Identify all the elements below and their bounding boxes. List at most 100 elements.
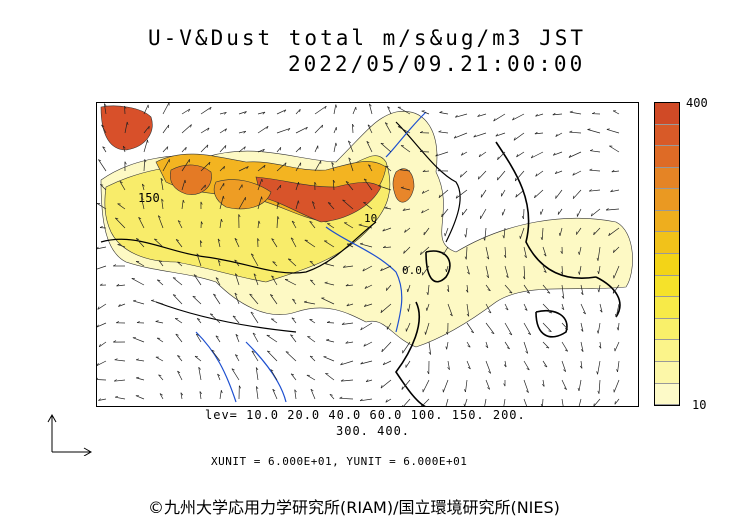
wind-vector [295,126,308,134]
wind-vector [343,265,354,268]
wind-vector-head [406,288,409,293]
wind-vector [502,208,506,216]
wind-vector-head [253,273,257,276]
wind-vector [324,240,335,248]
colorbar-max-label: 400 [686,96,708,110]
wind-vector-head [555,195,557,199]
wind-vector [368,164,373,172]
wind-vector [234,273,240,286]
wind-vector [523,379,529,393]
colorbar-step [655,383,679,406]
wind-vector [504,246,507,258]
wind-vector-head [439,111,443,113]
wind-vector-head [222,195,225,199]
wind-vector [534,189,544,199]
wind-vector [270,318,278,324]
wind-vector [231,368,240,381]
wind-vector [421,208,430,214]
wind-vector-head [142,183,145,187]
wind-vector [195,333,202,343]
wind-vector [404,227,411,233]
wind-vector-head [345,283,349,287]
wind-vector-head [569,130,573,133]
wind-vector [610,189,620,193]
wind-vector [578,379,582,391]
wind-vector [321,297,335,305]
wind-vector [136,359,145,362]
wind-vector-head [292,298,296,301]
wind-vector [460,170,468,178]
wind-vector [359,243,373,248]
wind-vector-head [288,258,292,260]
wind-vector [405,322,411,332]
wind-vector [555,132,563,137]
wind-vector-head [385,287,388,291]
wind-vector-head [534,131,538,135]
wind-vector [403,246,411,254]
wind-vector [446,341,449,350]
wind-vector-head [503,255,507,258]
wind-vector [276,202,279,210]
wind-vector [399,169,411,172]
wind-vector-head [188,108,191,112]
wind-vector-head [526,390,529,393]
wind-vector [124,106,126,115]
wind-vector-head [246,166,249,170]
wind-vector [255,367,259,381]
colorbar-step [655,103,679,125]
colorbar-step [655,146,679,168]
wind-vector-head [114,379,117,382]
wind-vector [257,148,265,153]
wind-vector-head [238,214,241,218]
wind-vector [151,300,164,305]
wind-vector [363,341,373,347]
wind-vector [405,360,411,368]
wind-vector-head [497,177,499,181]
wind-vector-head [154,238,158,241]
wind-vector [576,208,582,217]
wind-vector-head [223,112,227,115]
wind-vector-head [363,201,367,204]
wind-vector [439,112,449,115]
wind-vector [294,389,297,400]
wind-vector [217,373,221,381]
wind-vector-head [592,112,596,115]
contour-label-10: 10 [364,212,377,225]
wind-vector-head [402,267,405,271]
wind-vector [96,203,107,210]
wind-vector [295,146,301,153]
wind-vector [158,374,164,381]
wind-vector-head [198,366,201,370]
wind-vector [572,170,582,176]
wind-vector-head [345,341,349,344]
wind-vector [114,379,126,382]
wind-vector-head [611,169,615,173]
wind-vector [466,360,471,370]
wind-vector-head [175,239,179,241]
wind-vector-head [358,223,362,226]
wind-vector [346,303,354,307]
wind-vector-head [102,146,106,149]
wind-vector-head [503,383,506,387]
wind-vector-head [525,351,529,354]
wind-vector [614,341,620,352]
wind-vector-field [92,102,620,413]
wind-vector-head [223,166,225,170]
wind-vector [143,125,150,134]
wind-vector-head [509,291,513,294]
wind-vector-head [314,182,317,185]
wind-vector [523,265,526,280]
wind-vector-head [115,217,119,220]
wind-vector-head [360,327,363,331]
wind-vector [314,124,323,134]
wind-vector [382,227,392,232]
wind-vector-head [345,181,349,183]
wind-vector [219,166,225,172]
wind-vector [155,321,164,324]
wind-vector-head [252,332,256,335]
wind-vector [377,185,392,191]
wind-vector-head [487,289,491,292]
wind-vector-head [263,165,266,169]
wind-vector-head [100,184,104,186]
wind-vector-head [234,238,238,241]
